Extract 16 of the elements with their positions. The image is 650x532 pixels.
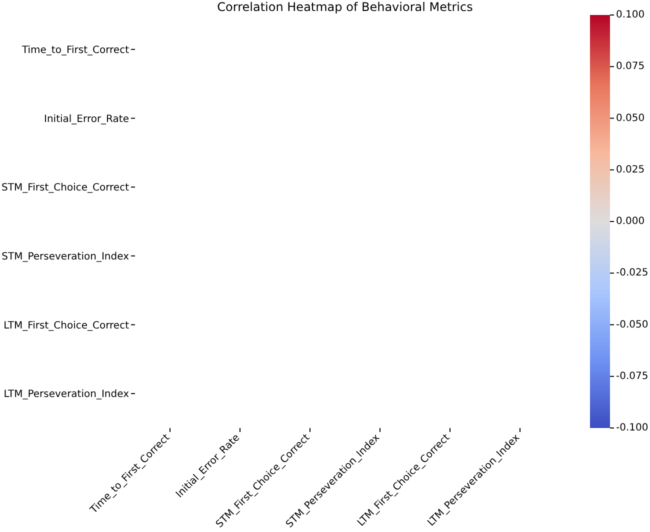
color-bar-label: 0.100 bbox=[616, 10, 645, 20]
color-bar-label: 0.050 bbox=[616, 112, 645, 124]
y-tick-label: Time_to_First_Correct bbox=[20, 44, 130, 56]
color-bar-label: -0.025 bbox=[616, 268, 648, 279]
y-tick-label: STM_First_Choice_Correct bbox=[2, 182, 130, 194]
y-tick-label: STM_Perseveration_Index bbox=[2, 251, 130, 262]
color-bar-label: -0.100 bbox=[616, 422, 648, 434]
color-bar-label: -0.075 bbox=[616, 370, 648, 382]
y-tick-label: Initial_Error_Rate bbox=[44, 114, 129, 125]
color-bar-label: 0.000 bbox=[616, 216, 645, 227]
color-bar-label: 0.075 bbox=[616, 61, 645, 72]
color-bar-label: -0.050 bbox=[616, 319, 648, 330]
color-bar-label: 0.025 bbox=[616, 164, 645, 176]
chart-title: Correlation Heatmap of Behavioral Metrics bbox=[216, 0, 474, 14]
y-tick-label: LTM_Perseveration_Index bbox=[4, 389, 130, 400]
y-tick-label: LTM_First_Choice_Correct bbox=[4, 320, 130, 332]
